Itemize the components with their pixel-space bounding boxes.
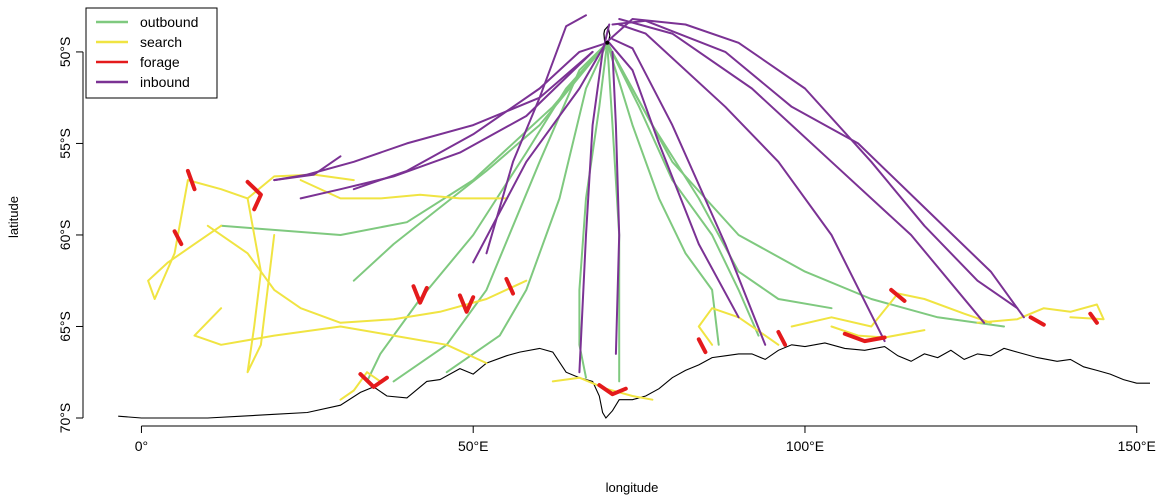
track-search: [193, 307, 488, 365]
y-tick-label: 50°S: [57, 37, 73, 68]
y-tick-label: 60°S: [57, 220, 73, 251]
track-forage: [889, 287, 907, 303]
track-search: [790, 292, 992, 328]
track-forage: [597, 383, 628, 397]
track-inbound: [618, 23, 886, 343]
track-search: [147, 179, 223, 300]
legend-label-outbound: outbound: [140, 14, 198, 30]
track-inbound: [618, 18, 986, 324]
track-inbound: [611, 50, 621, 355]
track-search: [299, 179, 508, 200]
colony-marker: [605, 40, 610, 45]
track-inbound: [352, 41, 609, 191]
plot-area: [118, 14, 1150, 419]
track-forage: [776, 330, 788, 347]
track-outbound: [606, 41, 760, 337]
y-tick-label: 55°S: [57, 128, 73, 159]
track-search: [186, 173, 355, 200]
track-forage: [1088, 311, 1099, 325]
track-forage: [245, 179, 263, 212]
x-tick-label: 50°E: [458, 438, 489, 454]
track-outbound: [366, 41, 609, 383]
track-outbound: [606, 41, 720, 346]
track-forage: [504, 276, 515, 296]
antarctic-coastline: [118, 342, 1150, 419]
track-inbound: [608, 41, 740, 319]
track-outbound: [392, 41, 609, 383]
track-search: [697, 307, 780, 346]
axes: 0° 50°E 100°E 150°E 50°S 55°S 60°S 65°S 70°S: [57, 37, 1156, 454]
legend-label-inbound: inbound: [140, 74, 190, 90]
track-forage: [411, 284, 429, 305]
track-forage: [1028, 315, 1046, 327]
track-inbound: [273, 155, 342, 182]
track-inbound: [611, 38, 767, 346]
track-forage: [842, 331, 887, 344]
track-search: [976, 303, 1105, 324]
x-tick-label: 0°: [135, 438, 148, 454]
track-forage: [696, 337, 708, 355]
track-forage: [185, 168, 197, 192]
y-tick-label: 70°S: [57, 403, 73, 434]
track-inbound: [472, 41, 607, 264]
track-forage: [457, 293, 476, 314]
track-outbound: [445, 41, 609, 374]
x-tick-label: 150°E: [1118, 438, 1156, 454]
y-tick-label: 65°S: [57, 311, 73, 342]
track-inbound: [578, 23, 611, 374]
track-search: [830, 325, 926, 339]
track-inbound: [604, 18, 1019, 310]
track-outbound: [578, 41, 609, 379]
x-tick-label: 100°E: [786, 438, 824, 454]
track-search: [339, 371, 382, 401]
track-outbound: [606, 41, 1005, 328]
track-search: [246, 197, 276, 374]
track-forage: [358, 372, 389, 389]
x-axis-title: longitude: [606, 480, 659, 495]
legend-label-forage: forage: [140, 54, 180, 70]
y-axis-title: latitude: [6, 196, 21, 238]
track-inbound: [611, 19, 1025, 319]
track-inbound: [485, 14, 587, 255]
track-forage: [172, 229, 184, 247]
legend: outbound search forage inbound: [85, 7, 218, 99]
track-inbound: [273, 50, 594, 182]
legend-label-search: search: [140, 34, 182, 50]
